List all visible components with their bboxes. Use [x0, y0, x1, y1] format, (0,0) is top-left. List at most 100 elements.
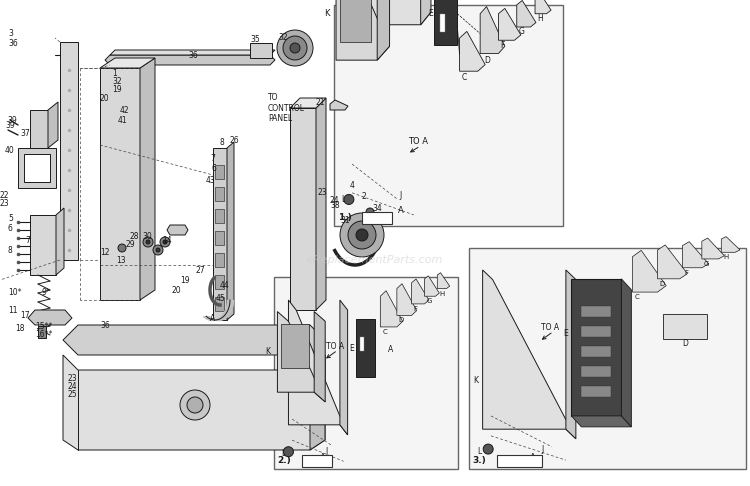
Text: ED: ED	[364, 213, 378, 223]
Polygon shape	[682, 242, 709, 268]
Polygon shape	[377, 0, 389, 60]
Circle shape	[344, 194, 354, 205]
Text: 32: 32	[112, 77, 122, 87]
Text: 7: 7	[210, 154, 214, 162]
Circle shape	[283, 36, 307, 60]
Bar	[356, 319, 375, 377]
Text: 2: 2	[362, 191, 367, 201]
Text: 29: 29	[126, 240, 136, 248]
Polygon shape	[30, 215, 56, 275]
Text: 36: 36	[188, 51, 198, 59]
Circle shape	[187, 397, 203, 413]
Circle shape	[118, 244, 126, 252]
Text: 45: 45	[216, 294, 226, 302]
Polygon shape	[702, 238, 724, 259]
Text: 10*: 10*	[8, 288, 22, 296]
Text: 22: 22	[0, 191, 10, 199]
Polygon shape	[48, 102, 58, 148]
Bar	[215, 231, 224, 245]
Text: 28: 28	[130, 231, 140, 241]
Polygon shape	[310, 355, 325, 450]
Polygon shape	[421, 0, 431, 25]
Text: 20: 20	[172, 285, 182, 295]
Text: K: K	[324, 9, 329, 18]
Text: 25: 25	[68, 389, 78, 399]
Text: A: A	[398, 206, 404, 215]
Bar	[24, 154, 50, 182]
Bar	[215, 165, 224, 179]
Text: FD: FD	[304, 456, 318, 466]
Circle shape	[340, 213, 384, 257]
Text: TO A: TO A	[326, 342, 344, 350]
Text: 40: 40	[5, 145, 15, 155]
Text: C: C	[461, 73, 466, 82]
Text: D: D	[399, 317, 404, 323]
Polygon shape	[572, 416, 632, 427]
Polygon shape	[340, 300, 347, 435]
Bar	[663, 314, 707, 339]
Text: H: H	[723, 254, 728, 260]
Bar	[572, 279, 621, 416]
Circle shape	[348, 221, 376, 249]
Bar	[360, 336, 364, 351]
Polygon shape	[110, 50, 275, 55]
Text: TO A: TO A	[408, 138, 428, 146]
Text: 36: 36	[8, 39, 18, 49]
Bar	[469, 248, 746, 469]
Bar	[581, 386, 611, 397]
Text: J: J	[541, 445, 543, 453]
Text: 17: 17	[20, 311, 30, 319]
Polygon shape	[336, 0, 389, 60]
Bar	[18, 148, 56, 188]
Text: H: H	[440, 291, 445, 296]
Polygon shape	[289, 300, 347, 435]
Circle shape	[356, 229, 368, 241]
Bar	[334, 5, 562, 226]
Polygon shape	[460, 32, 485, 71]
Text: 14: 14	[162, 236, 172, 244]
Text: 3.): 3.)	[472, 456, 487, 466]
Circle shape	[180, 390, 210, 420]
Bar	[215, 275, 224, 289]
Text: 30: 30	[142, 231, 152, 241]
Polygon shape	[380, 291, 403, 327]
Text: 11: 11	[8, 306, 17, 314]
Text: 23: 23	[318, 188, 328, 196]
Text: A: A	[320, 453, 326, 462]
Text: 15**: 15**	[35, 322, 52, 330]
Text: 27: 27	[195, 265, 205, 275]
Polygon shape	[278, 312, 326, 402]
Text: H: H	[537, 14, 543, 23]
Bar	[434, 0, 457, 45]
Text: 39: 39	[5, 121, 15, 129]
Polygon shape	[316, 98, 326, 310]
Polygon shape	[56, 208, 64, 275]
Text: 3: 3	[8, 29, 13, 37]
Polygon shape	[28, 310, 72, 325]
Text: F: F	[685, 270, 688, 276]
Text: 16**: 16**	[35, 330, 52, 339]
Text: E: E	[563, 329, 568, 338]
Bar	[215, 253, 224, 267]
Text: K: K	[472, 376, 478, 385]
Text: 39: 39	[7, 116, 16, 124]
Text: 12: 12	[100, 247, 109, 257]
Polygon shape	[100, 68, 140, 300]
Text: 6: 6	[8, 224, 13, 232]
Polygon shape	[397, 284, 417, 315]
Polygon shape	[632, 250, 666, 292]
Polygon shape	[424, 276, 439, 296]
Polygon shape	[330, 100, 348, 110]
Polygon shape	[499, 8, 520, 40]
Text: 42: 42	[120, 105, 130, 115]
Bar	[302, 455, 332, 467]
Polygon shape	[30, 110, 48, 148]
Text: 8: 8	[220, 138, 225, 146]
Polygon shape	[352, 0, 431, 25]
Text: 34: 34	[372, 204, 382, 212]
Polygon shape	[480, 6, 505, 53]
Circle shape	[153, 245, 163, 255]
Polygon shape	[412, 279, 429, 304]
Circle shape	[160, 237, 170, 247]
Circle shape	[156, 248, 160, 252]
